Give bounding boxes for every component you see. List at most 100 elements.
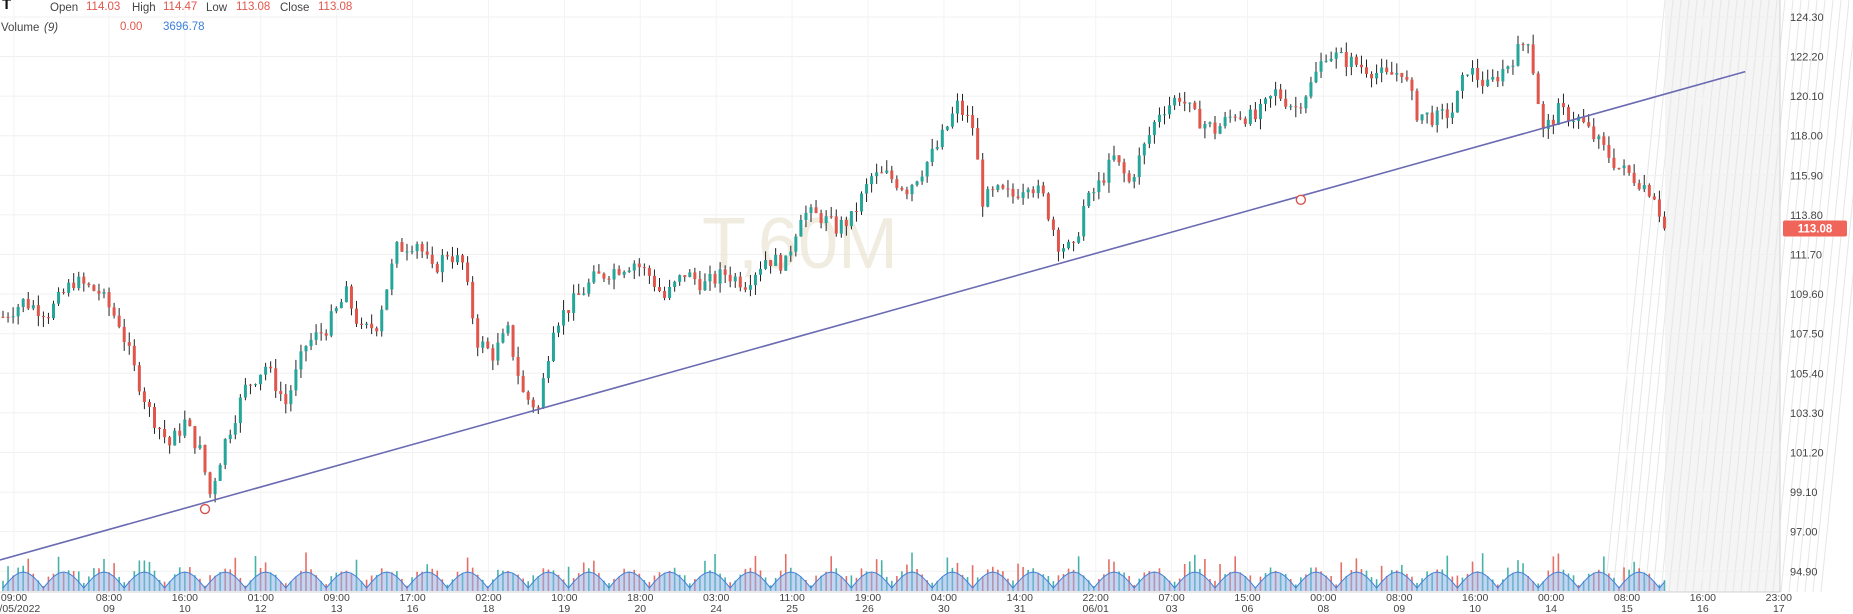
candle-body (925, 161, 929, 177)
x-tick-time: 00:00 (1310, 592, 1336, 604)
candle-body (31, 305, 35, 309)
candle-body (233, 423, 237, 435)
x-tick-date: 20 (634, 603, 646, 614)
x-tick-time: 07:00 (1158, 592, 1184, 604)
x-tick-date: 31 (1014, 603, 1026, 614)
candle-body (582, 293, 586, 295)
candle-body (602, 273, 606, 279)
candle-body (1329, 58, 1333, 61)
volume-ma-line (2, 571, 1665, 589)
x-tick-date: 09 (103, 603, 115, 614)
x-tick-date: 18 (483, 603, 495, 614)
volume-value: 3696.78 (163, 21, 205, 33)
candle-body (1309, 82, 1313, 97)
candle-body (1021, 192, 1025, 198)
price-axis[interactable]: 124.30 122.20 120.10 118.00 115.90 113.80 111.… (1779, 0, 1824, 592)
candle-body (481, 341, 485, 348)
candle-body (1258, 103, 1262, 120)
volume-ma-area (3, 572, 1665, 591)
candle-body (1238, 117, 1242, 119)
time-axis[interactable]: 09:0005/05/202208:000916:001001:001209:0… (0, 591, 1792, 614)
candle-body (854, 211, 858, 213)
candle-body (557, 325, 560, 333)
y-tick-label: 101.20 (1790, 447, 1824, 459)
candle-body (1046, 193, 1050, 220)
candle-body (173, 430, 177, 446)
candle-body (794, 236, 798, 252)
candle-body (82, 276, 86, 284)
candle-body (1142, 143, 1146, 156)
y-tick-label: 105.40 (1790, 368, 1824, 380)
y-tick-label: 94.90 (1790, 566, 1818, 578)
volume-bar (254, 556, 257, 591)
candle-body (546, 361, 550, 379)
candle-body (36, 305, 40, 317)
candle-body (112, 307, 116, 316)
candle-body (1476, 68, 1480, 80)
candle-body (445, 255, 449, 257)
candle-body (1561, 103, 1565, 108)
x-tick-time: 03:00 (703, 592, 729, 604)
trendline[interactable] (0, 70, 1746, 561)
candle-body (814, 207, 818, 214)
candle-body (294, 369, 298, 391)
x-tick-time: 15:00 (1234, 592, 1260, 604)
candle-body (395, 242, 399, 264)
volume-bar (1623, 567, 1625, 591)
open-value: 114.03 (86, 1, 121, 13)
candle-body (77, 276, 81, 289)
candle-body (1541, 104, 1545, 129)
candle-body (627, 270, 631, 272)
candle-body (1481, 79, 1485, 87)
volume-bar (234, 557, 237, 591)
candle-body (723, 269, 727, 275)
trendline-segment (0, 70, 1746, 561)
volume-bar (1012, 580, 1014, 591)
x-tick-time: 00:00 (1538, 592, 1564, 604)
candle-body (1299, 107, 1303, 109)
candle-body (334, 308, 338, 312)
candle-body (1556, 103, 1560, 125)
x-tick-time: 09:00 (324, 592, 350, 604)
candle-body (486, 341, 490, 349)
candle-body (1506, 66, 1510, 69)
candle-body (900, 187, 904, 190)
volume-bar (1340, 562, 1343, 591)
candle-body (1067, 241, 1071, 249)
candle-body (1072, 241, 1076, 243)
candle-body (1657, 199, 1661, 217)
candle-body (1016, 196, 1020, 198)
low-value: 113.08 (236, 1, 271, 13)
candle-body (491, 348, 495, 361)
candle-body (410, 251, 414, 253)
candle-body (1359, 64, 1363, 68)
candle-body (380, 309, 384, 332)
candle-body (860, 193, 863, 212)
volume-bar (365, 579, 368, 591)
x-tick-time: 10:00 (551, 592, 577, 604)
candle-body (1183, 101, 1187, 104)
candle-body (935, 147, 939, 149)
candle-body (577, 293, 581, 295)
candle-body (1567, 107, 1570, 122)
volume-label: Volume (1, 22, 40, 34)
volume-bar (7, 566, 9, 591)
candle-body (1486, 79, 1490, 87)
candle-body (1572, 120, 1576, 122)
y-tick-label: 109.60 (1790, 289, 1824, 301)
volume-bar (689, 583, 691, 591)
volume-bar (931, 582, 933, 591)
candle-body (1420, 114, 1424, 121)
candle-body (1647, 185, 1651, 197)
volume-bar (567, 566, 570, 591)
candle-body (1531, 44, 1535, 74)
candle-body (1188, 102, 1192, 104)
candle-body (1314, 71, 1318, 83)
candle-body (1466, 74, 1469, 76)
candle-body (390, 263, 394, 290)
candle-body (531, 399, 535, 408)
candle-body (1223, 117, 1227, 127)
candle-body (127, 342, 131, 346)
volume-bar (891, 580, 893, 591)
